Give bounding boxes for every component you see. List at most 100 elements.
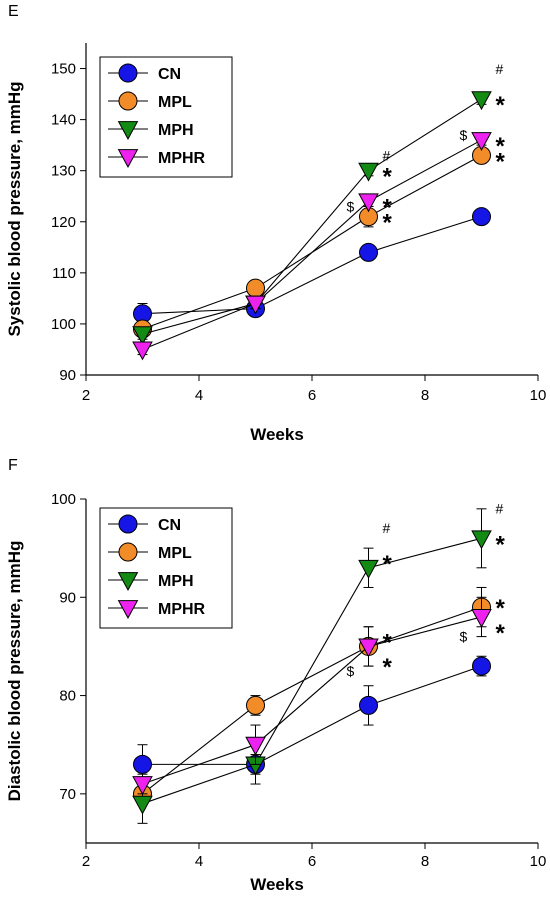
data-point bbox=[245, 295, 266, 315]
panel-diastolic: F 2 4 6 8 10 70 80 90 100 Weeks Diastolic blood pre… bbox=[5, 457, 546, 894]
data-point bbox=[133, 754, 152, 774]
significance-hash: # bbox=[496, 61, 504, 77]
series-mphr bbox=[132, 596, 492, 795]
series-line bbox=[142, 606, 482, 795]
y-tick-label: 100 bbox=[51, 316, 76, 333]
significance-star: * bbox=[383, 164, 393, 191]
legend-marker bbox=[118, 63, 138, 83]
data-point bbox=[358, 162, 379, 182]
significance-dollar: $ bbox=[347, 198, 355, 214]
data-point bbox=[471, 132, 492, 151]
series-line bbox=[142, 665, 482, 765]
y-tick-label: 90 bbox=[59, 367, 76, 384]
data-point bbox=[358, 193, 379, 213]
legend-marker bbox=[118, 514, 138, 534]
data-point bbox=[359, 242, 378, 262]
legend-marker bbox=[117, 121, 139, 140]
data-point bbox=[132, 341, 153, 361]
x-tick-label: 6 bbox=[308, 853, 316, 870]
x-tick-label: 10 bbox=[530, 853, 547, 870]
legend: CN MPL MPH MPHR bbox=[99, 56, 233, 178]
legend: CN MPL MPH MPHR bbox=[99, 507, 233, 629]
series-line bbox=[142, 537, 482, 805]
series-mphr bbox=[132, 132, 492, 361]
significance-dollar: $ bbox=[460, 629, 468, 645]
significance-hash: # bbox=[496, 501, 504, 517]
legend-marker bbox=[117, 149, 139, 168]
x-tick-label: 2 bbox=[82, 387, 90, 404]
data-point bbox=[132, 795, 153, 815]
legend-label: MPH bbox=[158, 573, 194, 590]
data-point bbox=[132, 776, 153, 795]
legend-marker bbox=[117, 572, 139, 591]
legend-label: CN bbox=[158, 517, 181, 534]
data-point bbox=[472, 207, 491, 227]
data-point bbox=[246, 695, 265, 715]
y-axis-title: Systolic blood pressure, mmHg bbox=[5, 81, 24, 336]
x-axis-title: Weeks bbox=[250, 875, 304, 894]
series-line bbox=[142, 616, 482, 785]
panel-label: E bbox=[8, 3, 19, 20]
significance-star: * bbox=[496, 595, 506, 622]
significance-star: * bbox=[496, 620, 506, 647]
significance-star: * bbox=[496, 531, 506, 558]
significance-star: * bbox=[496, 133, 506, 160]
y-axis-title: Diastolic blood pressure, mmHg bbox=[5, 541, 24, 802]
y-tick-label: 130 bbox=[51, 163, 76, 180]
data-point bbox=[358, 638, 379, 658]
data-point bbox=[245, 736, 266, 756]
y-tick-label: 150 bbox=[51, 61, 76, 78]
legend-marker bbox=[118, 91, 138, 111]
series-line bbox=[142, 154, 482, 330]
y-tick-label: 120 bbox=[51, 214, 76, 231]
significance-star: * bbox=[383, 630, 393, 657]
significance-hash: # bbox=[383, 148, 391, 164]
x-tick-label: 6 bbox=[308, 387, 316, 404]
data-point bbox=[358, 559, 379, 579]
significance-dollar: $ bbox=[460, 127, 468, 143]
legend-label: MPH bbox=[158, 122, 194, 139]
legend-label: MPL bbox=[158, 545, 192, 562]
x-tick-label: 8 bbox=[421, 853, 429, 870]
significance-hash: # bbox=[383, 520, 391, 536]
x-tick-label: 2 bbox=[82, 853, 90, 870]
legend-marker bbox=[118, 542, 138, 562]
data-point bbox=[471, 530, 492, 550]
legend-marker bbox=[117, 600, 139, 619]
panel-label: F bbox=[8, 457, 18, 474]
y-tick-label: 90 bbox=[59, 589, 76, 606]
x-tick-label: 4 bbox=[195, 853, 203, 870]
data-point bbox=[132, 326, 153, 346]
data-point bbox=[472, 656, 491, 676]
panel-systolic: E 2 4 6 8 10 90 100 110 120 130 140 150 Weeks Systolic… bbox=[5, 3, 546, 444]
series-line bbox=[142, 139, 482, 350]
x-tick-label: 8 bbox=[421, 387, 429, 404]
significance-star: * bbox=[383, 551, 393, 578]
y-tick-label: 110 bbox=[52, 265, 76, 282]
data-point bbox=[246, 278, 265, 298]
significance-star: * bbox=[496, 148, 506, 175]
significance-star: * bbox=[496, 92, 506, 119]
legend-label: MPHR bbox=[158, 601, 206, 618]
significance-star: * bbox=[383, 194, 393, 221]
data-point bbox=[471, 91, 492, 111]
x-axis-title: Weeks bbox=[250, 425, 304, 444]
legend-label: MPL bbox=[158, 94, 192, 111]
significance-star: * bbox=[383, 654, 393, 681]
x-tick-label: 4 bbox=[195, 387, 203, 404]
y-tick-label: 140 bbox=[51, 112, 76, 129]
y-tick-label: 70 bbox=[59, 786, 76, 803]
data-point bbox=[359, 695, 378, 715]
significance-star: * bbox=[383, 210, 393, 237]
significance-dollar: $ bbox=[347, 663, 355, 679]
legend-label: CN bbox=[158, 66, 181, 83]
y-tick-label: 100 bbox=[51, 491, 76, 508]
x-tick-label: 10 bbox=[530, 387, 547, 404]
series-line bbox=[142, 98, 482, 335]
y-tick-label: 80 bbox=[59, 688, 76, 705]
series-cn bbox=[133, 207, 491, 325]
legend-label: MPHR bbox=[158, 150, 206, 167]
data-point bbox=[471, 609, 492, 628]
series-line bbox=[142, 216, 482, 315]
